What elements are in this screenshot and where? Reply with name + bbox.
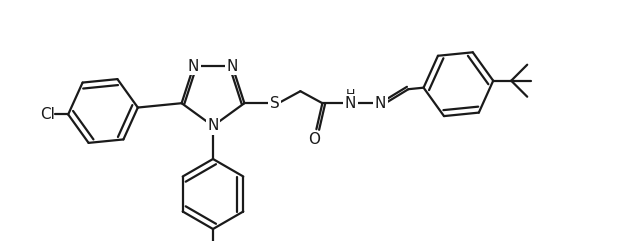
Text: N: N [374, 96, 386, 111]
Text: N: N [345, 96, 356, 111]
Text: H: H [346, 88, 355, 101]
Text: Cl: Cl [40, 107, 54, 122]
Text: N: N [207, 119, 219, 134]
Text: N: N [188, 59, 199, 74]
Text: S: S [269, 96, 279, 111]
Text: N: N [227, 59, 238, 74]
Text: O: O [308, 132, 321, 147]
